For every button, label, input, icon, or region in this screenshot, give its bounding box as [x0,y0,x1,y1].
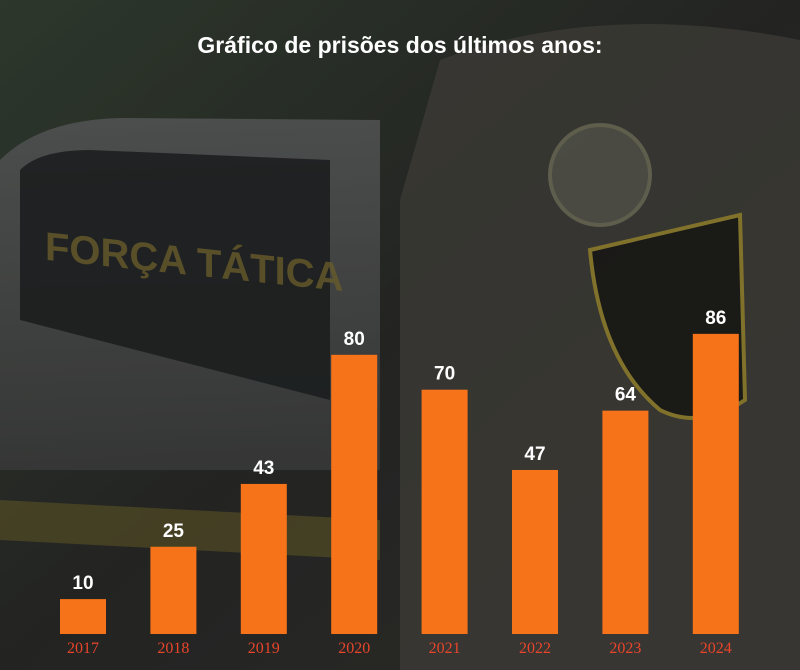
value-label: 43 [253,458,274,479]
x-tick-label: 2017 [67,640,99,657]
x-tick-label: 2020 [338,640,370,657]
value-label: 70 [434,364,455,385]
x-tick-label: 2021 [429,640,461,657]
bar [421,389,468,634]
bar [692,333,739,634]
x-tick-label: 2019 [248,640,280,657]
x-tick-label: 2024 [700,640,732,657]
bar [150,546,197,634]
value-label: 47 [524,444,545,465]
value-label: 10 [72,573,93,594]
bar [512,469,558,634]
x-tick-label: 2022 [519,640,551,657]
value-label: 80 [344,329,365,350]
x-tick-label: 2023 [609,640,641,657]
value-label: 64 [615,385,637,406]
bar [240,483,287,634]
chart-title: Gráfico de prisões dos últimos anos: [197,32,602,58]
bar [60,599,106,634]
value-label: 25 [163,521,185,542]
x-tick-label: 2018 [157,640,189,657]
bar [331,354,378,634]
value-label: 86 [705,308,726,329]
bar [602,410,649,634]
